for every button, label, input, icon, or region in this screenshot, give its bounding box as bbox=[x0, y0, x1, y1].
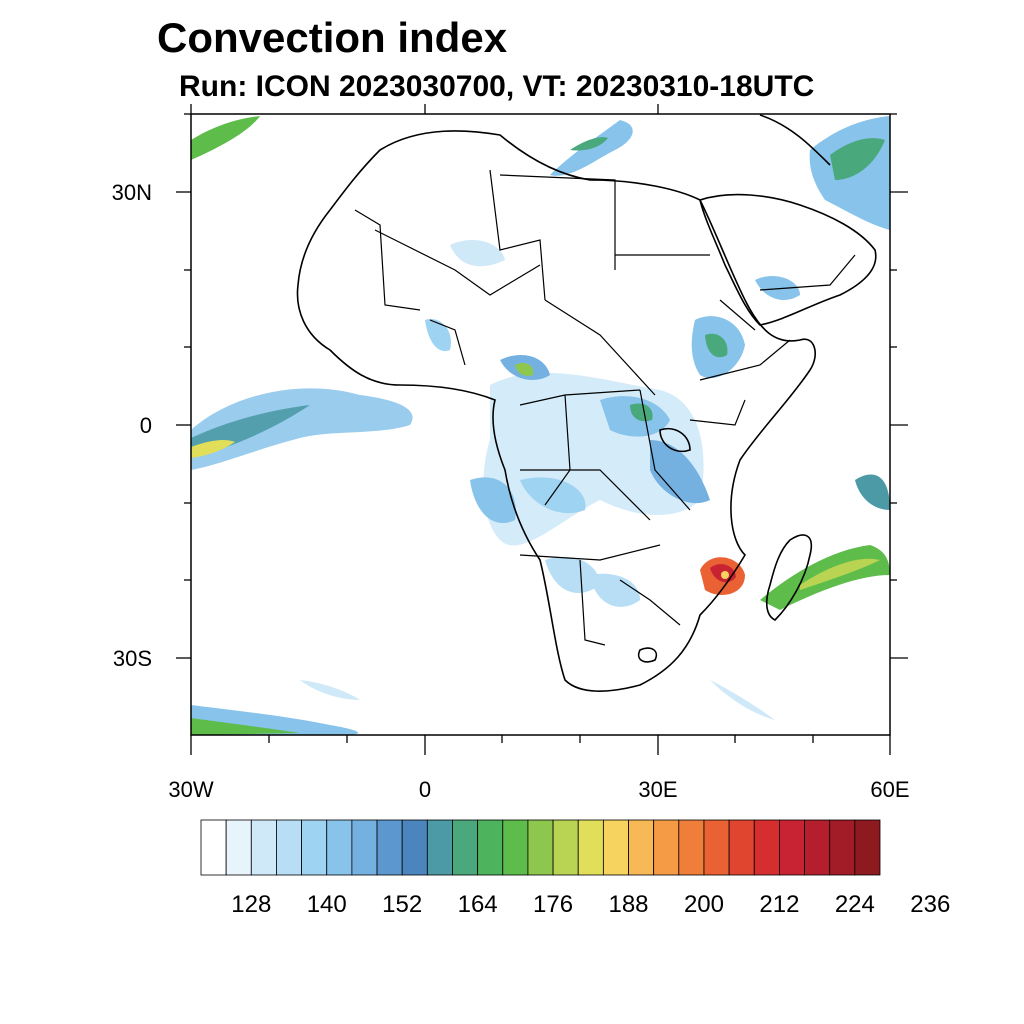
colorbar-swatch bbox=[728, 819, 755, 876]
colorbar-label: 140 bbox=[307, 891, 347, 918]
colorbar-swatch bbox=[301, 819, 328, 876]
colorbar-swatch bbox=[477, 819, 504, 876]
figure-title: Convection index bbox=[157, 14, 508, 61]
coastlines bbox=[296, 114, 877, 692]
colorbar-swatch bbox=[502, 819, 529, 876]
colorbar-swatch bbox=[250, 819, 277, 876]
colorbar-swatch bbox=[276, 819, 302, 876]
colorbar-swatch bbox=[452, 819, 479, 876]
colorbar-label: 188 bbox=[608, 891, 648, 918]
colorbar-swatch bbox=[401, 819, 428, 876]
colorbar-swatch bbox=[527, 819, 554, 876]
convection-field bbox=[191, 116, 890, 735]
arabia-outline bbox=[699, 193, 877, 326]
colorbar-swatch bbox=[854, 819, 881, 876]
colorbar-label: 176 bbox=[533, 891, 573, 918]
colorbar-swatch bbox=[200, 819, 227, 876]
colorbar-swatch bbox=[628, 819, 655, 876]
lon-label-30w: 30W bbox=[168, 777, 213, 802]
colorbar-swatch bbox=[577, 819, 604, 876]
field-atlantic-band bbox=[191, 388, 413, 470]
axis-ticks bbox=[176, 104, 908, 755]
colorbar-swatch bbox=[779, 819, 805, 876]
colorbar: 128 140 152 164 176 188 200 212 224 236 bbox=[200, 819, 950, 918]
madagascar-outline bbox=[765, 534, 812, 621]
colorbar-swatch bbox=[829, 819, 856, 876]
africa-outline bbox=[296, 130, 816, 692]
colorbar-label: 128 bbox=[231, 891, 271, 918]
colorbar-swatch bbox=[351, 819, 378, 876]
colorbar-swatch bbox=[602, 819, 629, 876]
colorbar-label: 236 bbox=[910, 891, 950, 918]
colorbar-label: 224 bbox=[835, 891, 875, 918]
colorbar-swatch bbox=[552, 819, 579, 876]
lon-label-60e: 60E bbox=[870, 777, 909, 802]
lon-label-0: 0 bbox=[419, 777, 431, 802]
colorbar-swatch bbox=[376, 819, 403, 876]
colorbar-swatch bbox=[753, 819, 780, 876]
lat-label-30s: 30S bbox=[113, 646, 152, 671]
figure-subtitle: Run: ICON 2023030700, VT: 20230310-18UTC bbox=[179, 70, 815, 103]
colorbar-swatch bbox=[225, 819, 252, 876]
lon-label-30e: 30E bbox=[638, 777, 677, 802]
colorbar-swatch bbox=[426, 819, 453, 876]
lat-label-30n: 30N bbox=[112, 180, 152, 205]
colorbar-swatch bbox=[653, 819, 680, 876]
country-borders bbox=[354, 169, 856, 646]
colorbar-label: 152 bbox=[382, 891, 422, 918]
colorbar-swatch bbox=[326, 819, 353, 876]
colorbar-swatch bbox=[678, 819, 705, 876]
colorbar-label: 164 bbox=[458, 891, 498, 918]
colorbar-swatch bbox=[703, 819, 730, 876]
colorbar-label: 212 bbox=[759, 891, 799, 918]
lat-label-0: 0 bbox=[140, 413, 152, 438]
colorbar-label: 200 bbox=[684, 891, 724, 918]
colorbar-swatch bbox=[804, 819, 831, 876]
